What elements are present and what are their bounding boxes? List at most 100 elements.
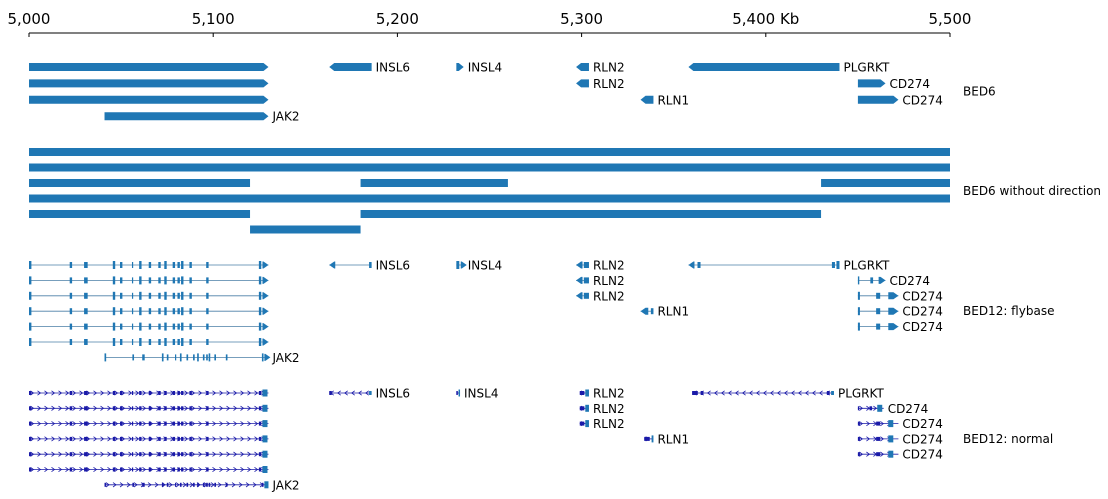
- strand-arrow: [247, 405, 252, 411]
- exon-block: [181, 307, 184, 316]
- feature: [29, 435, 269, 443]
- strand-arrow: [198, 421, 203, 427]
- strand-arrow: [175, 482, 180, 488]
- gene-label: JAK2: [271, 110, 299, 124]
- gene-label: PLGRKT: [838, 387, 884, 401]
- exon-block: [104, 482, 107, 487]
- strand-arrow: [51, 466, 56, 473]
- strand-arrow: [100, 451, 105, 457]
- feature: CD274: [857, 289, 943, 303]
- strand-arrow: [184, 451, 189, 457]
- feature: JAK2: [104, 110, 300, 124]
- feature: RLN2: [576, 77, 625, 91]
- feature-bar: [29, 194, 950, 203]
- strand-arrow: [344, 390, 348, 396]
- strand-arrow: [142, 421, 147, 427]
- strand-arrow: [65, 390, 70, 396]
- exon-block: [177, 339, 180, 345]
- exon-block: [258, 291, 262, 300]
- exon-block: [181, 467, 184, 472]
- feature: INSL6: [329, 61, 410, 75]
- strand-arrow: [65, 436, 70, 442]
- strand-arrow: [226, 466, 231, 473]
- exon-block: [139, 467, 142, 472]
- strand-arrow: [121, 436, 126, 442]
- feature: [29, 95, 269, 104]
- feature-bar: [360, 179, 508, 187]
- track-plain: [29, 148, 950, 234]
- exon-block: [131, 421, 134, 426]
- strand-arrow: [184, 436, 189, 442]
- exon-block: [177, 436, 180, 441]
- strand-arrow: [58, 390, 63, 396]
- feature-bar: [688, 63, 840, 71]
- exon-block: [189, 339, 192, 345]
- strand-arrow: [79, 466, 84, 473]
- strand-arrow: [107, 390, 112, 396]
- exon-block: [258, 307, 262, 316]
- feature-bar: [456, 63, 464, 71]
- feature: [821, 179, 950, 187]
- exon-block: [177, 421, 180, 426]
- strand-arrow: [811, 390, 816, 396]
- exon-block: [579, 406, 585, 411]
- strand-arrow: [142, 466, 147, 473]
- exon-block: [29, 307, 32, 316]
- exon-block: [583, 277, 589, 284]
- strand-arrow: [818, 390, 823, 396]
- strand-arrow: [100, 390, 105, 396]
- strand-arrow: [65, 405, 70, 411]
- exon-block: [189, 277, 192, 284]
- exon-block: [139, 338, 142, 346]
- exon-block: [189, 391, 192, 395]
- exon-block: [161, 353, 164, 362]
- feature: [29, 210, 251, 218]
- feature-bar: [576, 79, 589, 88]
- exon-block: [261, 353, 264, 362]
- exon-block: [112, 291, 116, 300]
- axis-tick-label: 5,100: [192, 10, 235, 28]
- strand-arrow: [128, 451, 133, 457]
- strand-arrow: [247, 390, 252, 396]
- strand-arrow: [133, 482, 138, 488]
- strand-arrow: [107, 466, 112, 473]
- exon-block: [644, 436, 650, 441]
- exon-block: [206, 292, 209, 299]
- feature-bar: [262, 292, 269, 300]
- strand-arrow: [135, 436, 140, 442]
- strand-arrow: [93, 421, 98, 427]
- strand-arrow: [191, 466, 196, 473]
- gene-label: CD274: [902, 289, 943, 303]
- exon-block: [164, 467, 167, 472]
- exon-block: [193, 354, 195, 361]
- exon-block: [206, 436, 209, 441]
- strand-arrow: [37, 436, 42, 442]
- feature: [29, 63, 269, 71]
- strand-arrow: [44, 390, 49, 396]
- strand-arrow: [184, 390, 189, 396]
- exon-block: [258, 406, 262, 411]
- feature-bar: [576, 292, 583, 300]
- track-area: INSL6 INSL4 RLN2 PLGRKT RLN2 CD274 RLN1 CD274 JA…: [29, 61, 950, 492]
- exon-block: [261, 482, 264, 487]
- exon-block: [161, 482, 164, 487]
- exon-block: [262, 435, 268, 443]
- strand-arrow: [219, 451, 224, 457]
- strand-arrow: [58, 466, 63, 473]
- exon-block: [131, 467, 134, 472]
- exon-block: [158, 467, 161, 472]
- strand-arrow: [51, 421, 56, 427]
- feature: INSL4: [456, 259, 502, 273]
- strand-arrow: [44, 405, 49, 411]
- exon-block: [206, 339, 209, 345]
- exon-block: [857, 406, 860, 411]
- gene-label: RLN2: [593, 259, 625, 273]
- track-flybase: INSL6 INSL4 RLN2 PLGRKT RLN2 CD274 RLN2 CD274 RL…: [29, 259, 943, 365]
- strand-arrow: [873, 405, 878, 411]
- exon-block: [585, 389, 589, 397]
- strand-arrow: [247, 436, 252, 442]
- strand-arrow: [755, 390, 760, 396]
- exon-block: [164, 452, 167, 457]
- strand-arrow: [72, 436, 77, 442]
